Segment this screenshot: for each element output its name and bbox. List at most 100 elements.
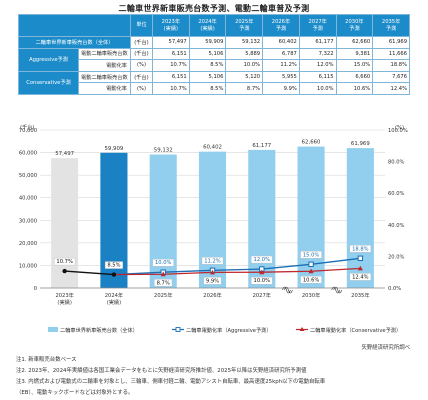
conservative-label: Conservative予測 xyxy=(18,70,79,95)
conservative-rate-label-box xyxy=(203,277,222,285)
aggressive-rate-label: 12.0% xyxy=(254,257,271,263)
conservative-rate-label-box xyxy=(154,279,173,287)
table-cell: 7,322 xyxy=(298,47,337,61)
x-tick-label: 2027年 xyxy=(253,291,271,299)
table-cell: 9,381 xyxy=(335,47,374,61)
table-cell: 9.9% xyxy=(262,82,300,95)
table-cell: 59,132 xyxy=(225,36,264,49)
note-4: （EB）、電動キックボードなどは対象外とする。 xyxy=(16,390,134,396)
x-tick-label: 2030年 xyxy=(302,291,320,299)
header-blank-cell xyxy=(18,14,131,37)
x-tick-label: 2025年 xyxy=(154,291,172,299)
table-cell: 5,889 xyxy=(225,47,264,61)
table-cell: 5,106 xyxy=(188,70,227,84)
source-credit: 矢野経済研究所調べ xyxy=(361,345,410,351)
bar-value-label: 61,177 xyxy=(252,143,271,149)
aggressive-label: Aggressive予測 xyxy=(18,47,79,72)
y-right-axis-label: (%) xyxy=(395,125,404,131)
conservative-rate-label: 12.4% xyxy=(352,274,369,280)
bar xyxy=(248,149,276,288)
y-left-axis-label: (千台) xyxy=(20,123,34,131)
aggressive-rate-label: 18.8% xyxy=(352,246,369,252)
y-left-tick-label: 40,000 xyxy=(19,196,37,202)
legend-label-conservative: 二輪車電動化率（Conservative予測） xyxy=(310,326,401,334)
table-cell: 60,402 xyxy=(262,36,300,49)
note-2: 注2. 2023年、2024年実績値は各国工業会データをもとに矢野経済研究所推計… xyxy=(16,368,307,374)
forecast-table: 単位 2023年 (実績) 2024年 (実績) 2025年 予測 2026年 予測 2… xyxy=(18,14,410,95)
year-header-2026: 2026年 予測 xyxy=(262,14,300,37)
aggressive-rate-label-box xyxy=(152,258,174,267)
year-header-2035: 2035年 予測 xyxy=(372,14,410,37)
aggressive-rate-label-box xyxy=(300,251,322,259)
actual-rate-label-box xyxy=(104,261,123,269)
table-cell: 5,106 xyxy=(188,47,227,61)
table-cell: 7,676 xyxy=(372,70,410,84)
bar xyxy=(198,151,227,288)
y-left-tick-label: 10,000 xyxy=(19,263,37,269)
table-cell: 12.4% xyxy=(372,82,410,95)
note-3: 注3. 内燃式および電動式の二輪車を対象とし、三輪車、側車付軽二輪、電動アシスト… xyxy=(16,379,326,385)
conservative-marker xyxy=(308,268,314,274)
y-right-tick-label: 0.0% xyxy=(388,286,401,292)
conservative-marker xyxy=(259,269,265,275)
aggressive-rate-label: 11.2% xyxy=(204,258,221,264)
y-left-tick-label: 70,000 xyxy=(19,128,37,134)
year-header-2027: 2027年 予測 xyxy=(298,14,337,37)
conservative-rate-label: 9.9% xyxy=(206,278,219,284)
conservative-rate-label-box xyxy=(349,273,372,281)
y-left-tick-label: 20,000 xyxy=(19,241,37,247)
table-cell: 10.0% xyxy=(298,82,337,95)
actual-marker xyxy=(62,268,67,274)
table-cell: 8.5% xyxy=(188,59,227,72)
table-row-conservative-rate: 電動化率 (%) 10.7% 8.5% 8.7% 9.9% 10.0% 10.6… xyxy=(19,82,410,95)
x-tick-label: 2024年 xyxy=(105,291,123,299)
table-cell: 6,151 xyxy=(152,47,190,61)
table-cell: 18.8% xyxy=(372,59,410,72)
aggressive-rate-label-box xyxy=(349,245,372,253)
x-tick-label: 2023年 xyxy=(55,291,73,299)
y-right-tick-label: 40.0% xyxy=(388,223,405,229)
year-header-2025: 2025年 予測 xyxy=(225,14,264,37)
table-row-total: 二輪車世界新車販売台数（全体） (千台) 57,497 59,909 59,13… xyxy=(18,36,410,49)
table-cell: 5,120 xyxy=(225,70,264,84)
table-cell: 6,660 xyxy=(335,70,374,84)
table-cell: 8.5% xyxy=(188,82,227,95)
table-cell: 11.2% xyxy=(262,59,300,72)
y-left-tick-label: 60,000 xyxy=(19,151,37,157)
x-tick-label: (実績) xyxy=(107,298,121,306)
unit-header: 単位 xyxy=(130,14,153,37)
table-cell: 6,115 xyxy=(298,70,337,84)
y-left-tick-label: 50,000 xyxy=(19,173,37,179)
table-cell: 10.6% xyxy=(335,82,374,95)
aggressive-rate-line xyxy=(113,257,361,276)
x-tick-label: 2035年 xyxy=(351,291,369,299)
aggressive-marker xyxy=(357,255,364,261)
conservative-marker xyxy=(209,269,216,275)
conservative-rate-label-box xyxy=(251,276,273,285)
legend-marker-aggressive xyxy=(175,327,181,332)
y-right-tick-label: 100.0% xyxy=(388,128,408,134)
legend-marker-conservative xyxy=(299,327,305,331)
table-cell: 11,666 xyxy=(372,47,410,61)
total-unit: (千台) xyxy=(130,36,153,49)
actual-rate-label-box xyxy=(53,257,76,266)
x-tick-label: 2026年 xyxy=(203,291,221,299)
actual-rate-label: 10.7% xyxy=(56,259,73,265)
year-header-2030: 2030年 予測 xyxy=(335,14,374,37)
bar-value-label: 59,909 xyxy=(104,146,123,152)
conservative-marker xyxy=(160,271,166,277)
conservative-rate-label: 10.0% xyxy=(254,278,271,284)
actual-rate-label: 8.5% xyxy=(107,263,120,269)
axis-break-mark xyxy=(333,286,342,294)
axis-break-mark xyxy=(284,286,293,294)
table-cell: 15.0% xyxy=(335,59,374,72)
bar-value-label: 62,660 xyxy=(302,140,321,146)
aggressive-rate-label: 電動化率 xyxy=(78,59,131,72)
conservative-rate-label: 10.6% xyxy=(303,277,320,283)
conservative-marker xyxy=(357,265,363,271)
y-left-tick-label: 0 xyxy=(34,286,37,292)
table-cell: 61,969 xyxy=(372,36,410,49)
legend-swatch-bars xyxy=(48,327,58,332)
conservative-sales-label: 電動二輪車販売台数 xyxy=(78,70,131,84)
page-title: 二輪車世界新車販売台数予測、電動二輪車普及予測 xyxy=(118,4,310,13)
